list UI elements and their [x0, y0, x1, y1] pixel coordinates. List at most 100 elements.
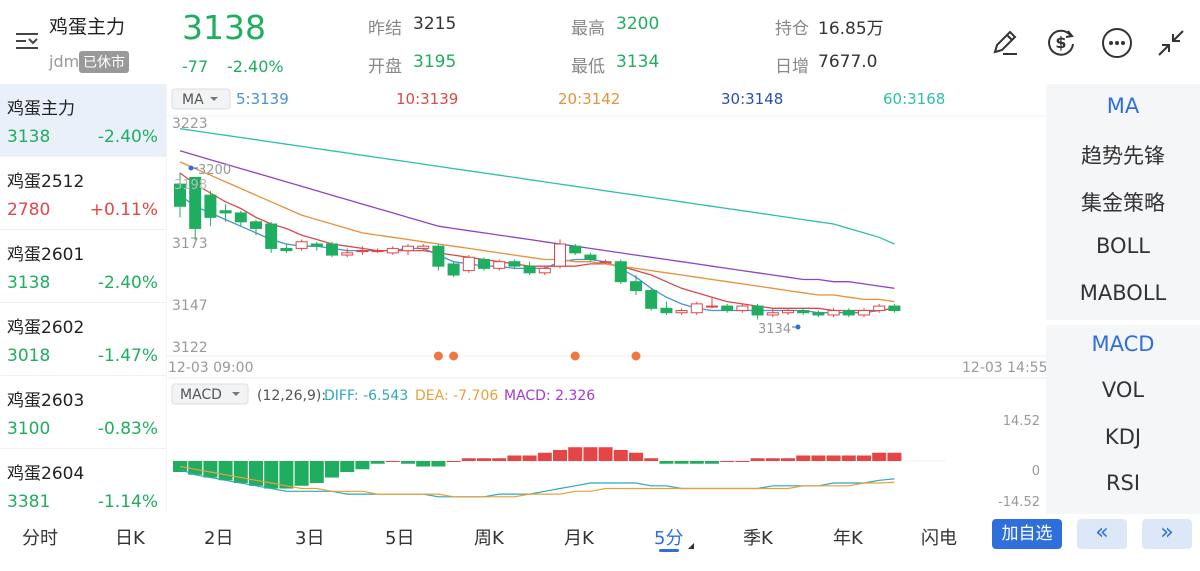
tab-3day[interactable]: 3日	[295, 528, 325, 549]
contract-name: 鸡蛋2602	[7, 318, 85, 338]
candle-body	[706, 305, 718, 308]
price-axis-label: 3147	[172, 298, 208, 314]
stat-value-open-interest: 16.85万	[818, 19, 884, 39]
stat-value-prev-settle: 3215	[413, 14, 457, 34]
macd-bar	[249, 461, 263, 486]
stat-value-open: 3195	[413, 52, 457, 72]
macd-bar	[705, 461, 719, 464]
candle-body	[386, 247, 399, 254]
contract-item-2602[interactable]: 鸡蛋2602 3018 -1.47%	[0, 303, 166, 376]
macd-bar	[355, 461, 370, 470]
macd-bar	[325, 461, 339, 478]
tab-quarterly[interactable]: 季K	[743, 528, 773, 549]
macd-bar	[644, 458, 659, 461]
signal-marker	[433, 351, 443, 361]
indicator-kdj[interactable]: KDJ	[1104, 425, 1142, 449]
tab-yearly[interactable]: 年K	[833, 528, 863, 549]
macd-bar	[887, 452, 902, 461]
next-contract-button[interactable]: »	[1142, 519, 1192, 549]
candle-body	[265, 223, 278, 249]
tab-dropdown-icon[interactable]	[688, 543, 694, 549]
macd-selector-button[interactable]	[171, 383, 249, 405]
macd-bar	[416, 461, 431, 467]
macd-bar	[279, 461, 294, 489]
candle-body	[827, 310, 840, 316]
macd-bar	[507, 455, 522, 461]
candle-body	[538, 267, 551, 274]
tab-active-indicator	[659, 549, 679, 552]
period-tabs: 分时 日K 2日 3日 5日 周K 月K 5分 季K 年K 闪电 加自选 « »	[0, 514, 1200, 571]
indicator-ma[interactable]: MA	[1106, 94, 1140, 118]
candle-body	[189, 176, 202, 229]
add-watchlist-button[interactable]: 加自选	[992, 519, 1062, 549]
macd-bar	[629, 452, 643, 461]
more-icon[interactable]	[1100, 26, 1134, 60]
tab-monthly[interactable]: 月K	[564, 528, 594, 549]
contract-item-2603[interactable]: 鸡蛋2603 3100 -0.83%	[0, 376, 166, 449]
stat-label-daily-increase: 日增	[775, 57, 809, 77]
menu-toggle-icon[interactable]	[14, 30, 40, 52]
candle-body	[219, 210, 232, 214]
tab-intraday[interactable]: 分时	[22, 528, 58, 549]
time-axis-start: 12-03 09:00	[168, 360, 253, 376]
contract-name: 鸡蛋2601	[7, 245, 85, 265]
contract-item-2604[interactable]: 鸡蛋2604 3381 -1.14%	[0, 449, 166, 514]
edit-icon[interactable]	[989, 27, 1021, 59]
dollar-refresh-icon[interactable]: $	[1044, 25, 1078, 59]
contract-item-2601[interactable]: 鸡蛋2601 3138 -2.40%	[0, 230, 166, 303]
stat-value-low: 3134	[616, 52, 660, 72]
diff-line	[179, 468, 895, 498]
dea-line	[179, 465, 895, 498]
signal-marker	[631, 351, 641, 361]
tab-2day[interactable]: 2日	[204, 528, 234, 549]
tab-5day[interactable]: 5日	[385, 528, 415, 549]
indicator-maboll[interactable]: MABOLL	[1079, 281, 1167, 305]
indicator-rsi[interactable]: RSI	[1105, 471, 1141, 495]
tab-weekly[interactable]: 周K	[474, 528, 504, 549]
candle-body	[326, 243, 338, 256]
macd-bar	[811, 455, 826, 461]
macd-bar	[401, 461, 415, 464]
candle-body	[736, 305, 749, 312]
ma10-value: 10:3139	[396, 90, 458, 108]
stat-label-open-interest: 持仓	[775, 19, 809, 39]
ma20-line	[179, 161, 895, 303]
indicator-vol[interactable]: VOL	[1101, 378, 1145, 402]
instrument-code: jdm	[49, 52, 80, 71]
candle-body	[873, 305, 886, 312]
macd-bar	[522, 455, 537, 461]
indicator-boll[interactable]: BOLL	[1096, 234, 1150, 258]
macd-bar	[659, 461, 674, 464]
indicator-trend-pioneer[interactable]: 趋势先锋	[1081, 144, 1165, 168]
macd-bar	[674, 461, 689, 464]
indicator-macd[interactable]: MACD	[1091, 332, 1155, 356]
tab-daily[interactable]: 日K	[115, 528, 145, 549]
contract-item-jdm[interactable]: 鸡蛋主力 3138 -2.40%	[0, 84, 166, 157]
ma60-value: 60:3168	[883, 90, 945, 108]
candle-body	[432, 245, 445, 267]
signal-markers	[433, 351, 641, 361]
contract-item-2512[interactable]: 鸡蛋2512 2780 +0.11%	[0, 157, 166, 230]
stat-label-open: 开盘	[368, 57, 402, 77]
macd-bar	[613, 449, 628, 461]
candle-body	[447, 263, 460, 276]
candle-body	[204, 194, 217, 218]
tab-flash[interactable]: 闪电	[921, 528, 957, 549]
kline-chart[interactable]: MA 5:3139 10:3139 20:3142 30:3148 60:316…	[166, 84, 1046, 514]
candle-body	[751, 305, 764, 316]
contract-list: 鸡蛋主力 3138 -2.40% 鸡蛋2512 2780 +0.11% 鸡蛋26…	[0, 84, 166, 514]
macd-bar	[264, 461, 279, 489]
prev-contract-button[interactable]: «	[1077, 519, 1127, 549]
macd-bar	[568, 447, 583, 461]
candle-body	[599, 261, 612, 264]
ma-legend: MA 5:3139 10:3139 20:3142 30:3148 60:316…	[171, 88, 945, 110]
macd-bar	[583, 447, 598, 461]
indicator-gold-strategy[interactable]: 集金策略	[1081, 191, 1165, 215]
candle-body	[675, 310, 688, 314]
macd-bar	[841, 455, 856, 461]
tab-5min[interactable]: 5分	[654, 528, 684, 549]
collapse-icon[interactable]	[1155, 27, 1187, 59]
ma-selector-button[interactable]	[171, 88, 231, 110]
price-axis-label: 3122	[172, 340, 208, 356]
macd-bar	[826, 455, 841, 461]
